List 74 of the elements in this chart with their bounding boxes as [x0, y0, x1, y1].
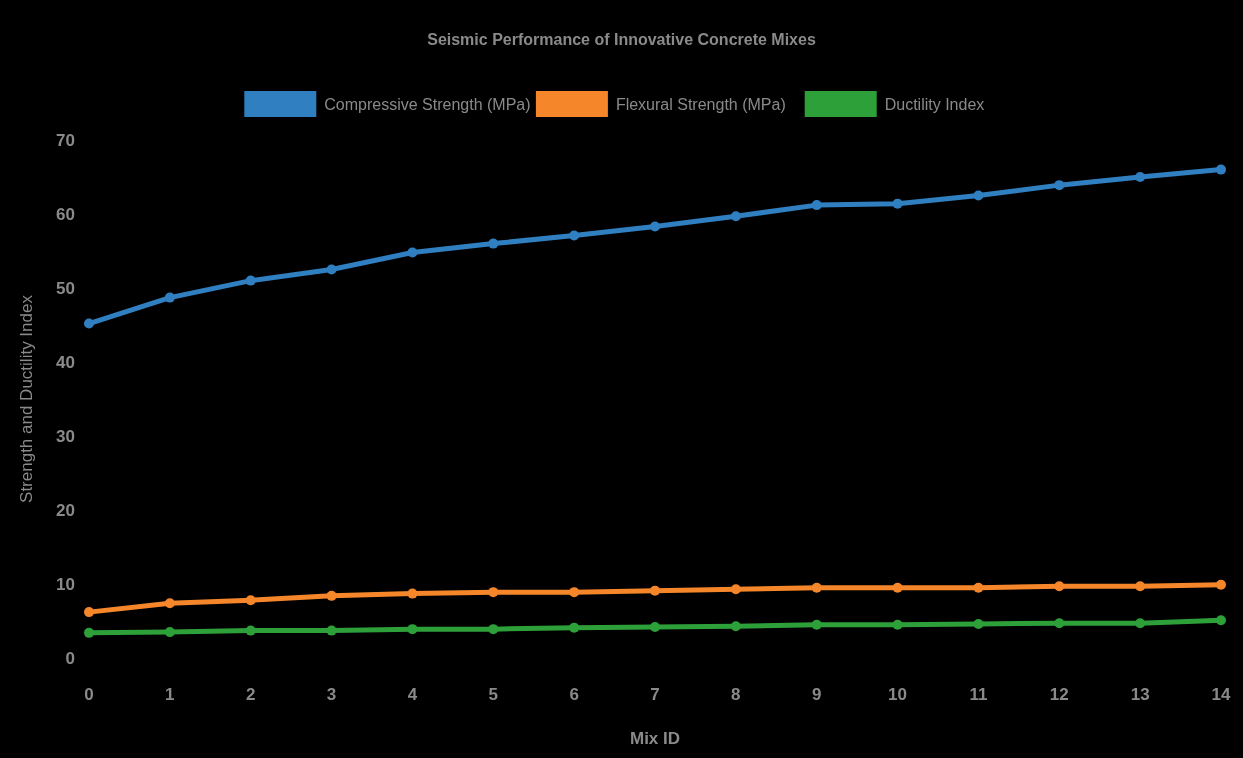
- x-tick-label: 5: [488, 685, 499, 704]
- y-tick-label: 40: [56, 353, 75, 372]
- point: [1135, 581, 1146, 592]
- point: [84, 627, 94, 638]
- x-tick-label: 10: [888, 685, 908, 704]
- x-tick-label: 8: [731, 685, 741, 704]
- point: [811, 582, 822, 593]
- point: [892, 619, 903, 630]
- y-tick-label: 70: [56, 131, 75, 150]
- point: [164, 627, 175, 638]
- x-tick-label: 14: [1211, 685, 1231, 704]
- point: [84, 607, 94, 618]
- y-tick-label: 10: [56, 575, 75, 594]
- y-tick-label: 60: [56, 205, 75, 224]
- point: [650, 585, 660, 596]
- point: [245, 595, 256, 606]
- point: [245, 625, 256, 636]
- point: [164, 598, 175, 609]
- point: [1054, 581, 1065, 592]
- point: [892, 198, 903, 209]
- y-tick-label: 30: [56, 427, 75, 446]
- x-tick-label: 4: [407, 685, 418, 704]
- x-tick-label: 7: [650, 685, 660, 704]
- point: [973, 190, 984, 201]
- point: [811, 619, 822, 630]
- point: [650, 621, 660, 632]
- point: [1054, 180, 1065, 191]
- chart-title: Seismic Performance of Innovative Concrete Mixes: [427, 31, 816, 48]
- legend-label: Compressive Strength (MPa): [324, 96, 531, 113]
- point: [326, 625, 337, 636]
- legend-label: Flexural Strength (MPa): [615, 96, 786, 113]
- point: [407, 588, 418, 599]
- x-tick-label: 12: [1049, 685, 1069, 704]
- point: [569, 587, 580, 598]
- x-tick-label: 2: [245, 685, 256, 704]
- x-tick-label: 1: [165, 685, 175, 704]
- x-tick-label: 11: [969, 685, 988, 704]
- point: [892, 582, 903, 593]
- point: [1216, 579, 1226, 590]
- y-tick-label: 50: [56, 279, 75, 298]
- point: [730, 621, 741, 632]
- point: [1135, 618, 1146, 629]
- point: [650, 221, 660, 232]
- x-axis-title: Mix ID: [629, 729, 681, 748]
- x-tick-label: 13: [1130, 685, 1150, 704]
- x-tick-label: 9: [811, 685, 822, 704]
- point: [569, 622, 580, 633]
- point: [973, 618, 984, 629]
- legend-label: Ductility Index: [884, 96, 985, 113]
- point: [569, 230, 580, 241]
- point: [84, 318, 94, 329]
- point: [1135, 172, 1146, 182]
- point: [730, 584, 741, 595]
- y-tick-label: 0: [65, 649, 75, 668]
- x-tick-label: 6: [569, 685, 579, 704]
- x-tick-label: 3: [326, 685, 337, 704]
- point: [407, 624, 418, 635]
- point: [488, 624, 499, 635]
- point: [730, 211, 741, 222]
- y-axis-title: Strength and Ductility Index: [17, 294, 36, 503]
- point: [326, 264, 337, 275]
- point: [1054, 618, 1065, 629]
- y-tick-label: 20: [56, 501, 75, 520]
- point: [326, 590, 337, 601]
- point: [488, 587, 499, 598]
- point: [488, 238, 499, 249]
- point: [811, 200, 822, 211]
- point: [164, 292, 175, 303]
- point: [1216, 164, 1226, 175]
- point: [245, 275, 256, 286]
- point: [973, 582, 984, 593]
- x-tick-label: 0: [84, 685, 94, 704]
- point: [407, 247, 418, 258]
- point: [1216, 615, 1226, 626]
